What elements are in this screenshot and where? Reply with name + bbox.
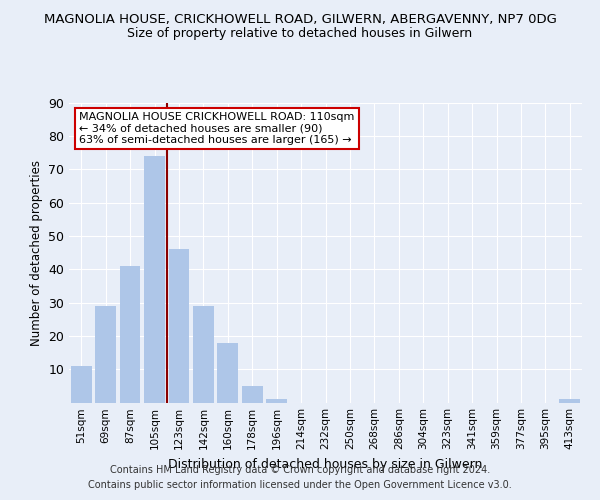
Text: Contains public sector information licensed under the Open Government Licence v3: Contains public sector information licen… (88, 480, 512, 490)
Bar (144, 156, 165, 402)
Bar (217, 342, 238, 402)
Bar (559, 399, 580, 402)
Bar (242, 386, 263, 402)
Text: Size of property relative to detached houses in Gilwern: Size of property relative to detached ho… (127, 28, 473, 40)
Bar (169, 249, 190, 402)
Text: MAGNOLIA HOUSE CRICKHOWELL ROAD: 110sqm
← 34% of detached houses are smaller (90: MAGNOLIA HOUSE CRICKHOWELL ROAD: 110sqm … (79, 112, 355, 144)
Text: Contains HM Land Registry data © Crown copyright and database right 2024.: Contains HM Land Registry data © Crown c… (110, 465, 490, 475)
Bar (71, 366, 92, 403)
X-axis label: Distribution of detached houses by size in Gilwern: Distribution of detached houses by size … (169, 458, 482, 471)
Text: MAGNOLIA HOUSE, CRICKHOWELL ROAD, GILWERN, ABERGAVENNY, NP7 0DG: MAGNOLIA HOUSE, CRICKHOWELL ROAD, GILWER… (44, 12, 556, 26)
Y-axis label: Number of detached properties: Number of detached properties (29, 160, 43, 346)
Bar (95, 306, 116, 402)
Bar (266, 399, 287, 402)
Bar (193, 306, 214, 402)
Bar (119, 266, 140, 402)
